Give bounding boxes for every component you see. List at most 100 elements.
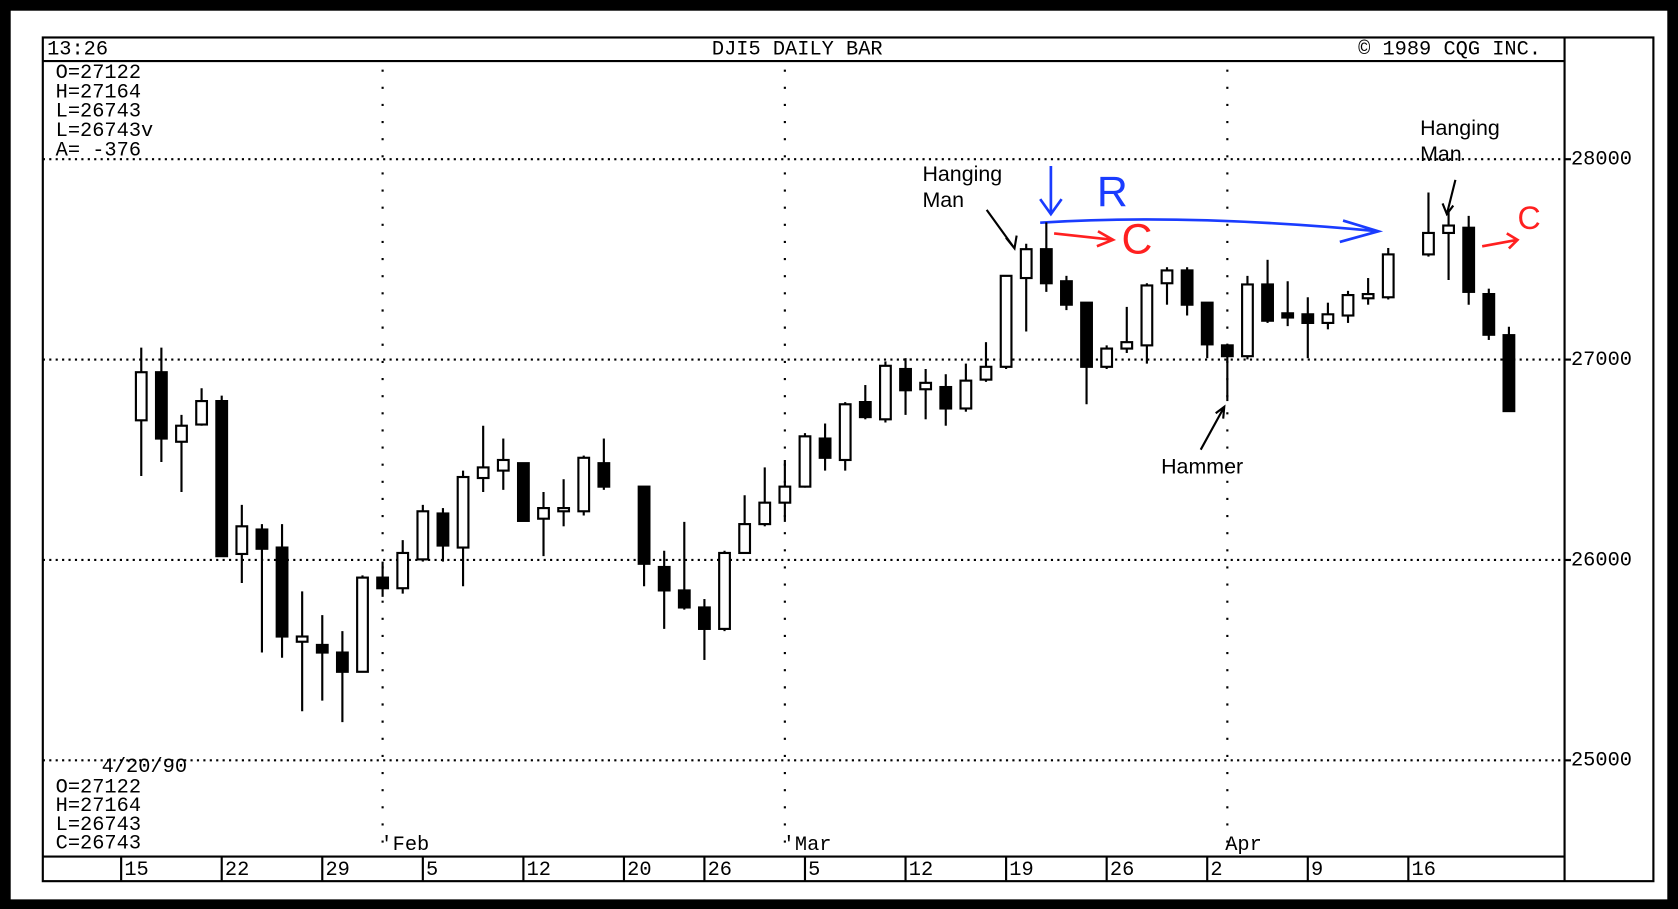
annotation: Man <box>922 188 964 212</box>
info-line: H=27164 <box>56 795 141 818</box>
candle-body <box>154 371 168 440</box>
info-line: L=26743 <box>56 814 141 837</box>
x-tick-label: 29 <box>325 859 349 882</box>
hand-note: C <box>1517 200 1540 236</box>
x-tick-label: 22 <box>225 859 249 882</box>
candle-body <box>1502 334 1516 413</box>
candle-body <box>657 565 671 592</box>
candle-body <box>255 528 269 550</box>
candle-body <box>1381 253 1395 299</box>
candle-body <box>738 523 752 555</box>
candle-body <box>1220 344 1234 358</box>
x-tick-label: 19 <box>1009 859 1033 882</box>
candle-body <box>1120 341 1134 350</box>
header-title: DJI5 DAILY BAR <box>712 39 883 62</box>
candle-body <box>597 462 611 488</box>
candle-body <box>1200 301 1214 346</box>
info-line: H=27164 <box>56 81 141 104</box>
candle-body <box>858 401 872 419</box>
candle-body <box>275 546 289 638</box>
info-line: C=26743 <box>56 833 141 856</box>
candle-body <box>295 635 309 643</box>
candle-body <box>758 501 772 526</box>
candle-body <box>879 364 892 421</box>
x-tick-label: 12 <box>527 859 551 882</box>
candle-body <box>1321 313 1335 324</box>
x-tick-label: 15 <box>124 859 148 882</box>
candle-body <box>838 403 852 462</box>
annotation-arrows <box>985 179 1457 451</box>
candle-body <box>1422 231 1435 256</box>
month-label: 'Feb <box>380 834 429 857</box>
candle-body <box>416 510 430 561</box>
month-label: 'Mar <box>783 834 832 857</box>
header-time: 13:26 <box>47 39 108 62</box>
x-tick-label: 5 <box>426 859 438 882</box>
y-tick-label: 26000 <box>1571 549 1632 572</box>
candle-body <box>697 606 711 630</box>
x-tick-label: 26 <box>708 859 732 882</box>
x-tick-label: 12 <box>909 859 933 882</box>
x-tick-label: 26 <box>1110 859 1134 882</box>
chart-frame <box>41 36 1655 883</box>
candle-body <box>778 485 792 504</box>
info-line: L=26743v <box>56 120 154 143</box>
candle-body <box>356 576 369 673</box>
candle-body <box>1060 280 1073 306</box>
info-line: O=27122 <box>56 776 141 799</box>
candle-body <box>1281 312 1295 319</box>
candle-body <box>1080 301 1093 368</box>
candle-body <box>537 507 550 520</box>
candle-body <box>516 462 530 522</box>
arrow <box>1053 230 1117 248</box>
candle-body <box>577 456 591 513</box>
candle-body <box>798 435 812 488</box>
month-label: Apr <box>1225 834 1262 857</box>
candle-body <box>134 371 148 422</box>
y-tick-label: 28000 <box>1571 149 1632 172</box>
candle-body <box>496 458 510 472</box>
candle-body <box>677 589 691 609</box>
candle-body <box>1361 292 1375 300</box>
candle-body <box>1341 294 1355 317</box>
x-tick-label: 5 <box>808 859 820 882</box>
annotation: Hanging <box>1420 116 1500 140</box>
x-tick-label: 9 <box>1311 859 1323 882</box>
candle-body <box>718 551 731 630</box>
candle-body <box>637 485 651 565</box>
candle-body <box>215 400 229 558</box>
candle-body <box>195 400 209 426</box>
candle-body <box>979 365 993 381</box>
candle-body <box>476 466 490 480</box>
annotation: Hammer <box>1161 455 1243 479</box>
hand-drawing <box>1053 230 1520 250</box>
candle-body <box>175 424 188 443</box>
info-line: O=27122 <box>56 62 141 85</box>
candle-body <box>235 525 249 556</box>
candle-body <box>456 475 470 549</box>
candle-body <box>1301 313 1315 324</box>
x-tick-label: 2 <box>1210 859 1222 882</box>
candle-body <box>1140 284 1154 347</box>
candle-body <box>999 274 1013 368</box>
candle-body <box>1019 248 1033 280</box>
arrow <box>1039 165 1063 217</box>
info-line: A= -376 <box>56 139 141 162</box>
annotation: Hanging <box>922 162 1002 186</box>
candle-body <box>557 507 571 513</box>
hand-drawing <box>1039 165 1384 244</box>
arrow <box>1481 232 1520 250</box>
candle-body <box>315 643 329 654</box>
candle-body <box>1100 347 1114 368</box>
y-tick-label: 25000 <box>1571 750 1632 773</box>
candle-body <box>376 576 390 590</box>
arrow <box>985 209 1018 251</box>
info-date: 4/20/90 <box>102 756 187 779</box>
x-tick-label: 20 <box>627 859 651 882</box>
arrow <box>1441 179 1457 217</box>
candle-body <box>1039 248 1053 285</box>
arrow <box>1040 218 1384 244</box>
candle-body <box>1160 269 1174 285</box>
